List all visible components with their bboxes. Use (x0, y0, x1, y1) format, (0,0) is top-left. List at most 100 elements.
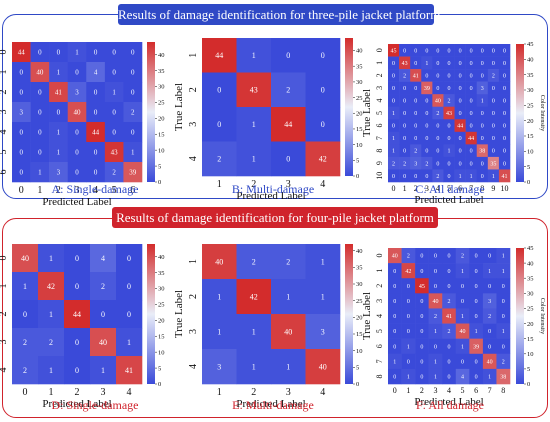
y-tick-label: 3 (0, 340, 9, 345)
y-tick-label: 2 (0, 312, 9, 317)
heatmap-cell (476, 169, 489, 183)
heatmap-cell (49, 102, 69, 123)
cell-value: 0 (127, 310, 131, 319)
cell-value: 1 (286, 292, 290, 301)
heatmap-cell (432, 106, 444, 120)
heatmap-cell (30, 82, 50, 103)
cell-value: 0 (459, 48, 462, 54)
x-tick-label: 9 (491, 184, 495, 193)
colorbar-tick-label: 15 (527, 133, 534, 140)
heatmap-cell (476, 119, 489, 133)
heatmap-f-all-damage: 40 2 0 0 0 2 0 0 10 42 0 0 0 1 0 1 10 0 45 0 0 0 0 0 00 0 0 40 2 0 0 3 0… (361, 245, 545, 408)
cell-value: 45 (391, 48, 397, 54)
x-axis-label: Predicted Label (42, 398, 111, 410)
x-tick-label: 6 (130, 185, 135, 196)
cell-value: 0 (459, 136, 462, 142)
colorbar-tick-label: 10 (527, 149, 534, 156)
heatmap-cell (496, 278, 511, 294)
cell-value: 44 (457, 124, 463, 130)
cell-value: 2 (448, 299, 451, 305)
colorbar-tick-label: 40 (356, 248, 363, 255)
heatmap-cell (482, 323, 497, 339)
heatmap-cell (123, 122, 143, 143)
cell-value: 41 (413, 73, 419, 79)
cell-value: 0 (492, 136, 495, 142)
heatmap-cell (454, 119, 466, 133)
cell-value: 0 (461, 299, 464, 305)
cell-value: 0 (425, 99, 428, 105)
cell-value: 42 (405, 269, 411, 275)
heatmap-cell (428, 293, 443, 309)
x-tick-label: 2 (414, 184, 418, 193)
heatmap-cell (236, 314, 272, 350)
cell-value: 2 (403, 161, 406, 167)
colorbar-tick-label: 20 (158, 116, 165, 123)
cell-value: 1 (23, 282, 27, 291)
colorbar-tick-label: 0 (527, 179, 530, 186)
cell-value: 0 (434, 269, 437, 275)
colorbar-tick-label: 30 (527, 87, 534, 94)
cell-value: 0 (414, 174, 417, 180)
colorbar-tick-label: 5 (527, 366, 530, 373)
x-tick-label: 4 (93, 185, 98, 196)
heatmap-cell (465, 119, 478, 133)
cell-value: 0 (75, 168, 79, 176)
heatmap-cell (12, 244, 39, 273)
heatmap-cell (12, 300, 39, 329)
heatmap-cell (410, 144, 422, 158)
cell-value: 1 (461, 314, 464, 320)
heatmap-cell (496, 323, 511, 339)
cell-value: 0 (420, 254, 423, 260)
caption-b: B: Multi-damage (231, 182, 315, 196)
heatmap-cell (432, 131, 444, 145)
x-tick-label: 0 (23, 387, 28, 398)
heatmap-cell (67, 142, 87, 163)
cell-value: 0 (112, 128, 116, 136)
colorbar (147, 42, 155, 182)
cell-value: 2 (252, 257, 256, 266)
cell-value: 44 (73, 310, 81, 319)
heatmap-cell (498, 44, 511, 57)
heatmap-cell (86, 62, 106, 83)
colorbar-tick-label: 10 (356, 348, 363, 355)
cell-value: 0 (488, 344, 491, 350)
x-tick-label: 2 (75, 387, 80, 398)
heatmap-cell (455, 323, 470, 339)
y-tick-label: 2 (188, 87, 199, 92)
cell-value: 3 (20, 108, 24, 116)
cell-value: 0 (75, 128, 79, 136)
heatmap-cell (49, 42, 69, 63)
heatmap-cell (469, 338, 484, 355)
heatmap-cell (415, 323, 429, 339)
cell-value: 1 (57, 68, 61, 76)
heatmap-cell (415, 308, 429, 324)
cell-value: 0 (38, 88, 42, 96)
heatmap-cell (401, 308, 416, 324)
cell-value: 0 (38, 108, 42, 116)
y-tick-label: 0 (375, 254, 384, 258)
heatmap-cell (487, 106, 500, 120)
heatmap-cell (476, 156, 489, 170)
heatmap-cell (443, 56, 455, 70)
colorbar-tick-label: 15 (158, 131, 165, 138)
colorbar-tick-label: 0 (356, 381, 359, 388)
x-tick-label: 4 (436, 184, 440, 193)
cell-value: 0 (470, 111, 473, 117)
cell-value: 0 (392, 86, 395, 92)
heatmap-cell (428, 323, 443, 339)
cell-value: 43 (446, 111, 452, 117)
heatmap-cell (271, 72, 306, 108)
cell-value: 1 (321, 292, 325, 301)
x-tick-label: 8 (480, 184, 484, 193)
heatmap-cell (305, 38, 341, 73)
heatmap-cell (123, 62, 143, 83)
heatmap-cell (410, 106, 422, 120)
y-tick-label: 4 (375, 314, 384, 318)
cell-value: 0 (20, 68, 24, 76)
cell-value: 2 (392, 161, 395, 167)
cell-value: 0 (448, 174, 451, 180)
cell-value: 1 (425, 61, 428, 67)
x-axis-label: Predicted Label (414, 194, 483, 206)
heatmap-cell (49, 162, 69, 183)
cell-value: 1 (407, 344, 410, 350)
